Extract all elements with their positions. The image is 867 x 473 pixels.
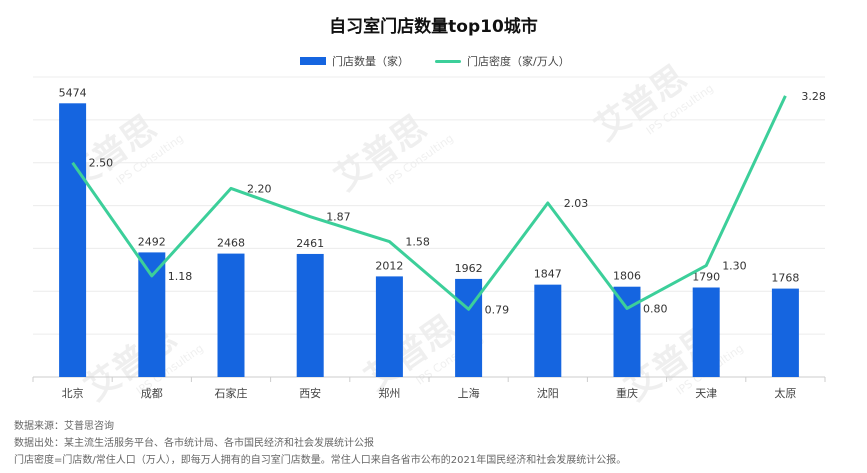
bar-value-label: 5474 bbox=[59, 86, 87, 99]
bar-value-label: 1806 bbox=[613, 270, 641, 283]
bar-value-label: 1962 bbox=[455, 262, 483, 275]
bar bbox=[138, 252, 166, 377]
density-line bbox=[71, 95, 787, 311]
density-value-label: 1.30 bbox=[722, 260, 747, 273]
chart-legend: 门店数量（家） 门店密度（家/万人） bbox=[300, 53, 570, 69]
x-tick-label: 重庆 bbox=[616, 386, 638, 400]
chart-title: 自习室门店数量top10城市 bbox=[329, 17, 538, 37]
x-tick-label: 成都 bbox=[141, 387, 163, 400]
bar bbox=[613, 286, 641, 377]
bar-value-label: 2461 bbox=[296, 237, 324, 250]
footnote-origin: 数据出处：某主流生活服务平台、各市统计局、各市国民经济和社会发展统计公报 bbox=[14, 438, 374, 449]
bar-value-label: 2492 bbox=[138, 235, 166, 248]
x-tick-label: 太原 bbox=[774, 387, 796, 400]
legend-bar-swatch bbox=[300, 57, 326, 65]
legend-bar-label: 门店数量（家） bbox=[332, 55, 409, 68]
bar bbox=[455, 278, 483, 377]
bar-value-label: 2468 bbox=[217, 237, 245, 250]
bar-value-label: 1768 bbox=[771, 272, 799, 285]
legend-line-swatch bbox=[435, 59, 461, 63]
bar-value-label: 1790 bbox=[692, 271, 720, 284]
x-tick-label: 北京 bbox=[62, 386, 84, 400]
bar bbox=[534, 284, 562, 377]
bar-value-label: 2012 bbox=[375, 259, 403, 272]
density-value-label: 0.80 bbox=[643, 302, 668, 315]
density-value-label: 2.03 bbox=[564, 197, 589, 210]
density-value-label: 1.18 bbox=[168, 270, 193, 283]
density-value-label: 2.20 bbox=[247, 182, 272, 195]
density-value-label: 1.58 bbox=[405, 236, 430, 249]
footnote-note: 门店密度=门店数/常住人口（万人），即每万人拥有的自习室门店数量。常住人口来自各… bbox=[14, 455, 627, 466]
x-tick-label: 郑州 bbox=[378, 386, 400, 400]
density-value-label: 0.79 bbox=[485, 303, 510, 316]
bar bbox=[771, 288, 799, 377]
footnote-source: 数据来源：艾普思咨询 bbox=[14, 421, 114, 432]
x-tick-label: 西安 bbox=[299, 386, 321, 400]
bar bbox=[375, 276, 403, 377]
density-value-label: 2.50 bbox=[89, 157, 114, 170]
bar bbox=[217, 253, 245, 377]
x-tick-label: 石家庄 bbox=[215, 386, 248, 400]
bar bbox=[296, 253, 324, 377]
density-value-label: 3.28 bbox=[801, 90, 826, 103]
x-tick-label: 上海 bbox=[458, 386, 480, 400]
density-value-label: 1.87 bbox=[326, 211, 351, 224]
legend-line-label: 门店密度（家/万人） bbox=[467, 55, 570, 68]
bar-value-label: 1847 bbox=[534, 268, 562, 281]
bar bbox=[59, 103, 87, 378]
x-tick-label: 天津 bbox=[695, 387, 717, 400]
x-tick-label: 沈阳 bbox=[537, 386, 559, 400]
footnotes: 数据来源：艾普思咨询 数据出处：某主流生活服务平台、各市统计局、各市国民经济和社… bbox=[14, 418, 626, 469]
bar bbox=[692, 287, 720, 377]
